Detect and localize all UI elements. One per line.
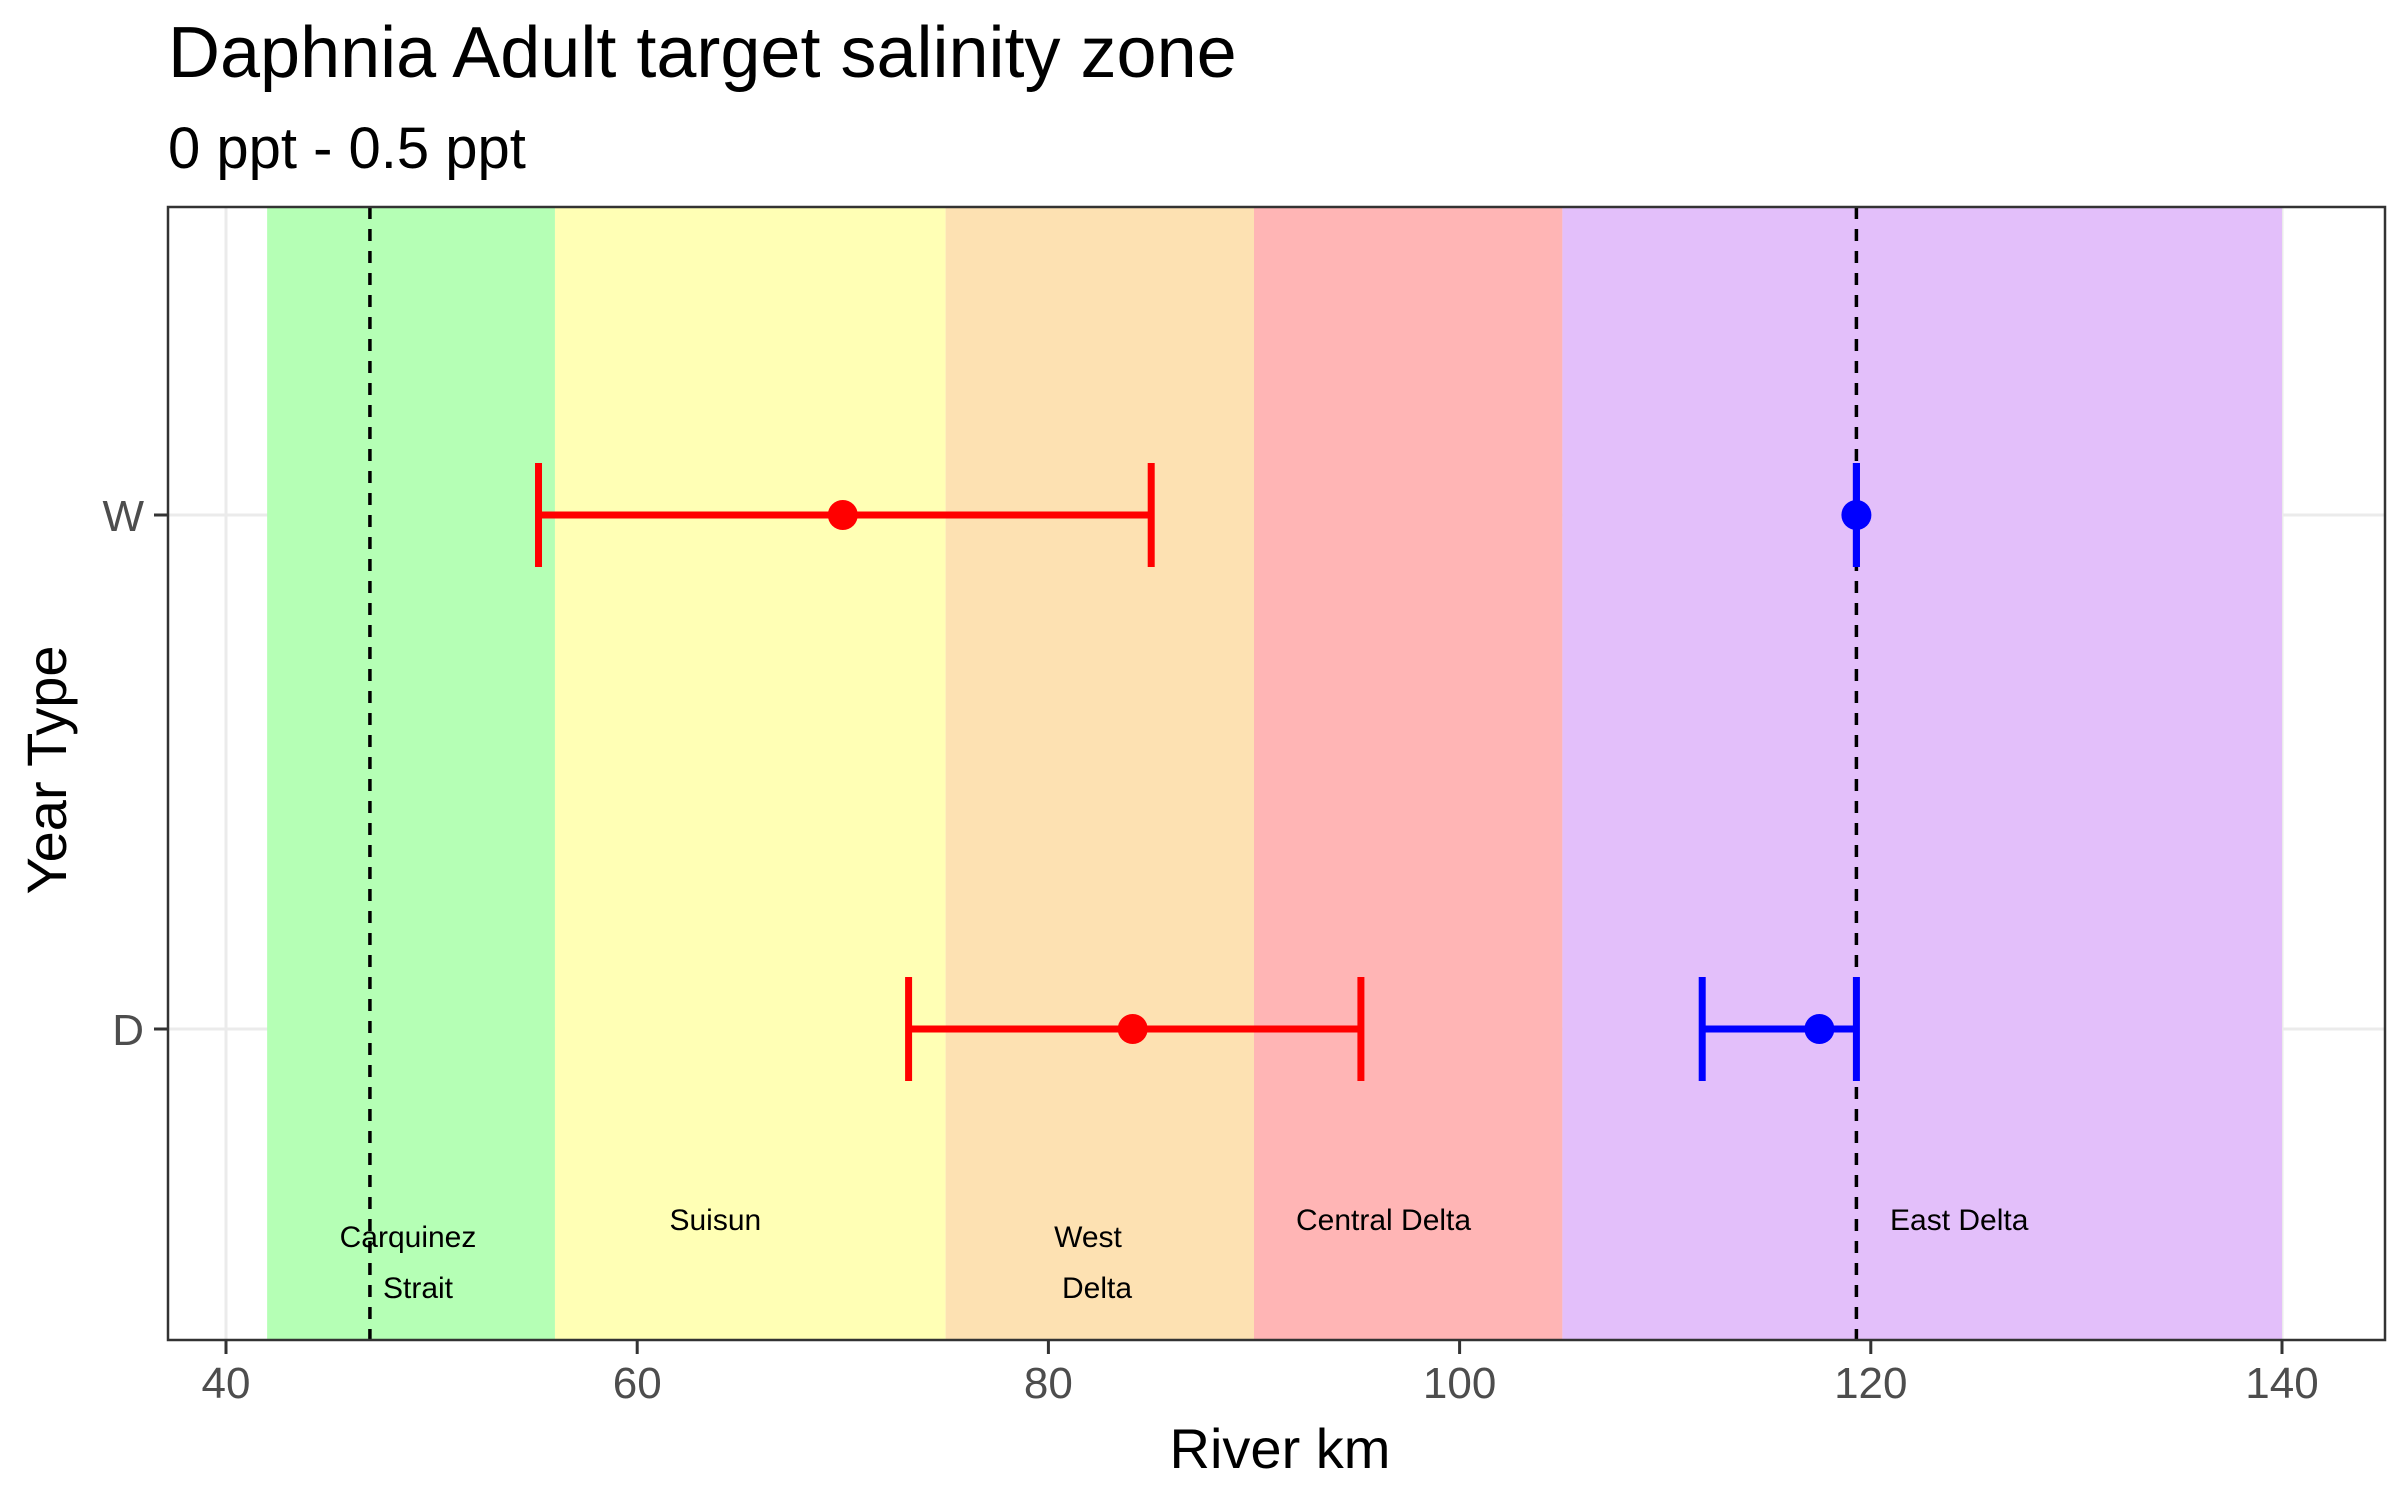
x-tick-label: 140 bbox=[2245, 1359, 2318, 1408]
data-point bbox=[1117, 1014, 1148, 1044]
data-point bbox=[827, 500, 858, 530]
region-label: East Delta bbox=[1890, 1204, 2029, 1237]
x-tick-label: 80 bbox=[1024, 1359, 1073, 1408]
chart-subtitle: 0 ppt - 0.5 ppt bbox=[168, 116, 526, 181]
region-label: Central Delta bbox=[1296, 1204, 1471, 1237]
region-label: Carquinez bbox=[340, 1221, 477, 1254]
region-band bbox=[1562, 207, 2282, 1340]
x-tick-label: 60 bbox=[613, 1359, 662, 1408]
region-label: Suisun bbox=[669, 1204, 761, 1237]
x-tick-label: 120 bbox=[1834, 1359, 1907, 1408]
x-tick-label: 40 bbox=[202, 1359, 251, 1408]
region-band bbox=[267, 207, 555, 1340]
y-tick-label: W bbox=[102, 492, 144, 541]
region-label: West bbox=[1054, 1221, 1122, 1254]
region-band bbox=[554, 207, 946, 1340]
chart-title: Daphnia Adult target salinity zone bbox=[168, 13, 1237, 93]
data-point bbox=[1804, 1014, 1835, 1044]
region-band bbox=[945, 207, 1254, 1340]
region-label: Delta bbox=[1062, 1272, 1132, 1305]
y-axis-title: Year Type bbox=[15, 645, 78, 894]
panel-border bbox=[166, 205, 2387, 1342]
data-point bbox=[1841, 500, 1872, 530]
y-tick-label: D bbox=[112, 1006, 144, 1055]
x-tick-label: 100 bbox=[1423, 1359, 1496, 1408]
plot-area: Carquinez Strait Suisun West Delta Central De… bbox=[102, 205, 2387, 1408]
region-label: Strait bbox=[383, 1272, 454, 1305]
x-axis-title: River km bbox=[1170, 1417, 1391, 1480]
region-band bbox=[1254, 207, 1563, 1340]
